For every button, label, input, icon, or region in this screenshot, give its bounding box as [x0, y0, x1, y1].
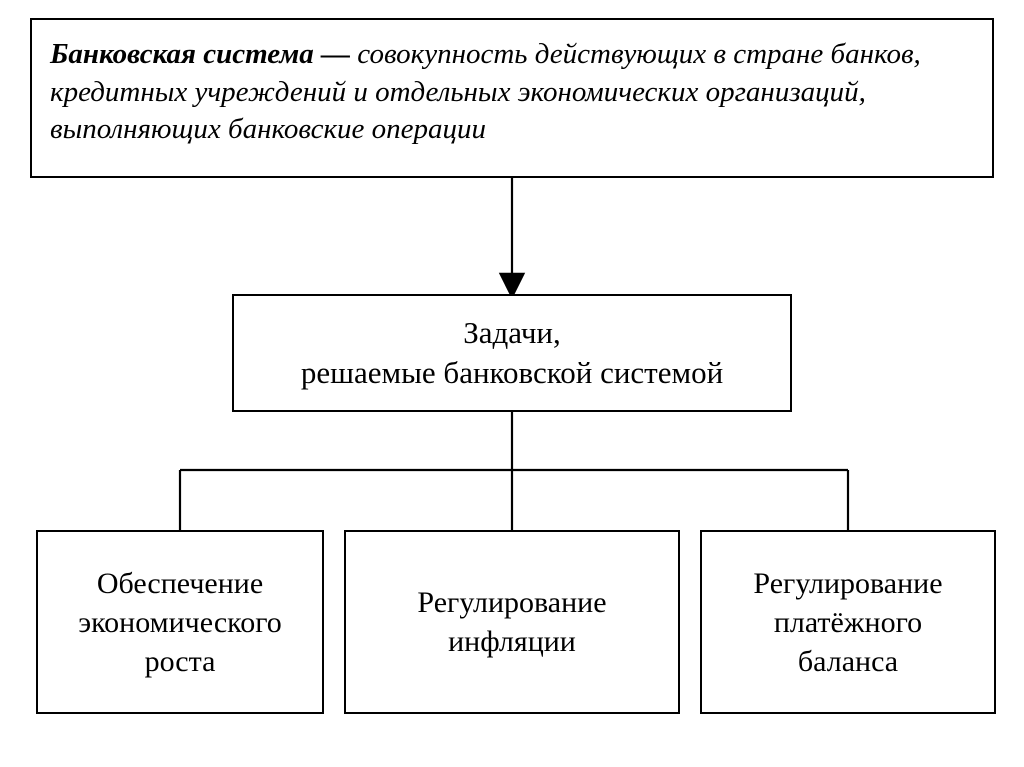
child-box-inflation: Регулирование инфляции	[344, 530, 680, 714]
child-line2: экономического	[78, 603, 282, 642]
tasks-box: Задачи, решаемые банковской системой	[232, 294, 792, 412]
definition-term: Банковская система —	[50, 38, 350, 70]
child-text: Обеспечение экономического роста	[78, 564, 282, 681]
child-line2: платёжного	[753, 603, 942, 642]
diagram-canvas: Банковская система — совокупность действ…	[0, 0, 1024, 767]
child-line1: Регулирование	[417, 583, 606, 622]
tasks-text: Задачи, решаемые банковской системой	[301, 313, 723, 394]
definition-box: Банковская система — совокупность действ…	[30, 18, 994, 178]
child-text: Регулирование инфляции	[417, 583, 606, 661]
definition-text: Банковская система — совокупность действ…	[50, 36, 974, 149]
child-line1: Регулирование	[753, 564, 942, 603]
tasks-line2: решаемые банковской системой	[301, 353, 723, 393]
child-text: Регулирование платёжного баланса	[753, 564, 942, 681]
child-line3: роста	[78, 642, 282, 681]
child-line1: Обеспечение	[78, 564, 282, 603]
child-box-growth: Обеспечение экономического роста	[36, 530, 324, 714]
child-line3: баланса	[753, 642, 942, 681]
child-box-balance: Регулирование платёжного баланса	[700, 530, 996, 714]
child-line2: инфляции	[417, 622, 606, 661]
tasks-line1: Задачи,	[301, 313, 723, 353]
